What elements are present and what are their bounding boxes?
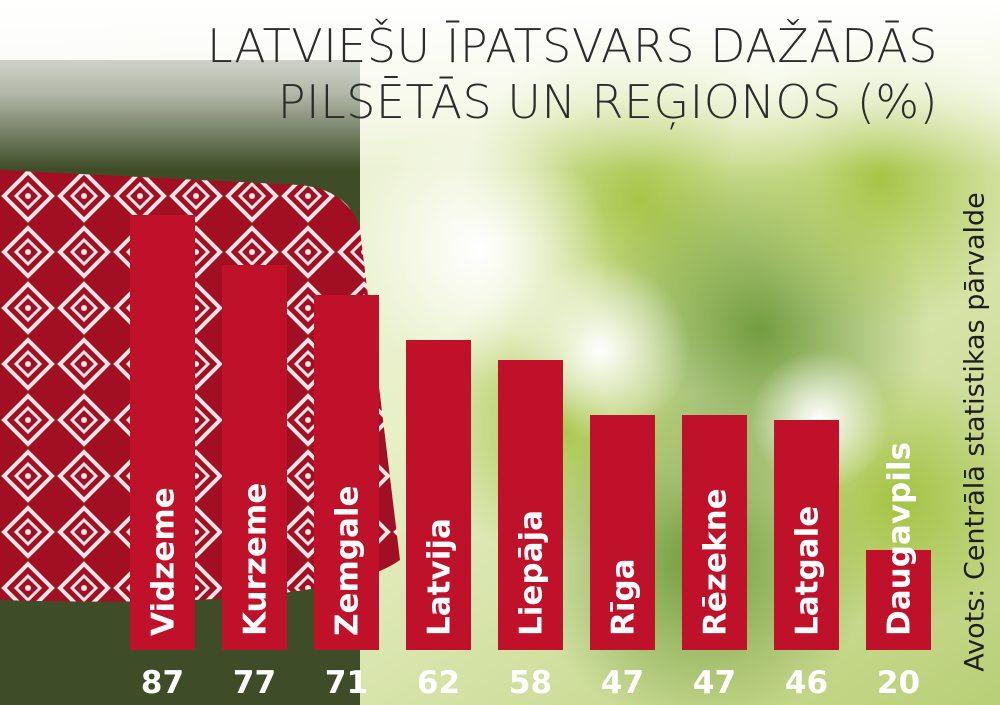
bar — [406, 340, 471, 650]
category-label: Rēzekne — [698, 488, 734, 636]
title-line-1: LATVIEŠU ĪPATSVARS DAŽĀDĀS — [207, 19, 938, 73]
bar — [682, 415, 747, 650]
category-label: Liepāja — [514, 510, 550, 636]
category-label: Latvija — [422, 518, 458, 636]
category-label: Daugavpils — [882, 442, 918, 636]
bar-group: Rēzekne 47 — [682, 415, 747, 701]
bar — [314, 295, 379, 650]
bar-group: Liepāja 58 — [498, 360, 563, 701]
bar — [222, 265, 287, 650]
bar — [498, 360, 563, 650]
value-label: 71 — [325, 665, 368, 701]
category-label: Kurzeme — [238, 483, 274, 636]
category-label: Vidzeme — [146, 487, 182, 636]
bar-group: Kurzeme 77 — [222, 265, 287, 701]
value-label: 47 — [693, 665, 736, 701]
category-label: Zemgale — [330, 485, 366, 636]
title-line-2: PILSĒTĀS UN REĢIONOS (%) — [277, 75, 938, 129]
bar — [590, 415, 655, 650]
value-label: 46 — [785, 665, 828, 701]
value-label: 77 — [233, 665, 276, 701]
category-label: Latgale — [790, 506, 826, 636]
value-label: 87 — [141, 665, 184, 701]
bar — [774, 420, 839, 650]
value-label: 47 — [601, 665, 644, 701]
value-label: 20 — [877, 665, 920, 701]
value-label: 62 — [417, 665, 460, 701]
bar-group: Vidzeme 87 — [130, 215, 195, 701]
bar — [866, 550, 931, 650]
bar-group: Latgale 46 — [774, 420, 839, 701]
chart-title: LATVIEŠU ĪPATSVARS DAŽĀDĀS PILSĒTĀS UN R… — [207, 18, 938, 130]
bar-group: Rīga 47 — [590, 415, 655, 701]
bar — [130, 215, 195, 650]
bar-group: Zemgale 71 — [314, 295, 379, 701]
value-label: 58 — [509, 665, 552, 701]
bar-group: Daugavpils 20 — [866, 442, 931, 701]
category-label: Rīga — [606, 558, 642, 636]
bar-group: Latvija 62 — [406, 340, 471, 701]
